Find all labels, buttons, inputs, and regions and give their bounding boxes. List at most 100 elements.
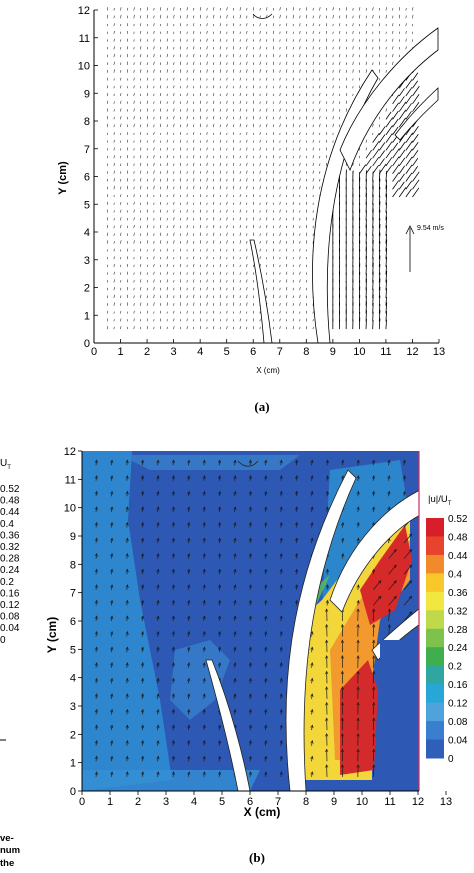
panel-b-vector-head [156,677,160,682]
panel-b-vector [419,612,427,621]
panel-b-vector-head [310,677,314,682]
panel-b-vector-head [110,521,114,526]
panel-a-vector [379,46,381,50]
panel-a-vector [279,318,281,322]
panel-a-y-tick-label: 7 [84,144,90,156]
panel-a-vector [372,14,374,19]
fragment-legend-value: 0 [0,635,6,646]
panel-a-vector [405,188,412,198]
panel-b-vector [126,678,128,684]
panel-a-vector [206,38,208,42]
panel-a-vector [378,295,381,306]
panel-a-vector [226,14,228,19]
panel-b-vector-head [110,475,114,479]
panel-a-vector [252,209,254,213]
panel-a-vector [398,173,405,182]
panel-a-vector [246,294,248,299]
colorbar-swatch [426,554,444,574]
panel-b-vector [280,709,282,715]
panel-b-vector-head [110,568,114,573]
panel-b-vector-head [217,740,222,744]
panel-b-vector [265,740,267,746]
panel-a-vector [378,195,381,205]
panel-a-vector [286,185,288,190]
panel-b-vector-head [356,475,360,479]
panel-b-vector [111,740,113,746]
panel-b-vector [311,678,313,684]
panel-b-vector [172,771,175,777]
panel-a-vector [146,123,148,128]
panel-b-vector-head [110,693,114,697]
panel-a-vector [332,93,334,97]
panel-b-vector-head [125,599,129,604]
panel-a-vector [385,141,393,151]
panel-a-vector [206,170,208,174]
panel-b-vector-head [264,771,268,775]
panel-a-vector [405,156,413,167]
panel-b-vector [188,522,190,528]
panel-a-y-tick-label: 11 [79,33,90,45]
panel-a-vector [372,280,374,291]
panel-a-vector [133,318,135,322]
panel-b-vector-head [233,646,237,651]
panel-a-vector [252,108,255,112]
panel-a-vector [246,147,248,151]
panel-b-vector-head [156,459,160,464]
panel-b-vector [357,460,359,466]
panel-b-blades [205,460,419,791]
panel-b-vector-head [94,568,98,573]
panel-a-vector [126,287,128,291]
panel-a-vector [339,30,341,34]
panel-b-vector [141,740,144,746]
panel-b-vector-head [171,584,175,588]
panel-b-vector-head [387,623,391,628]
panel-a-vector [160,217,162,221]
panel-a-vector [193,53,195,58]
panel-a-vector [160,93,162,97]
panel-a-vector [113,53,115,58]
panel-a-vector [193,264,195,268]
panel-b-vector [157,538,159,544]
panel-a-vector [359,7,361,11]
panel-a-vector [312,185,314,190]
panel-a-vector [412,142,419,151]
panel-b-vector [372,580,382,591]
panel-a-vector [166,302,168,306]
panel-a-vector [120,14,122,19]
panel-b-vector [419,627,427,636]
panel-a-vector [299,302,301,306]
panel-a-vector [319,116,321,120]
panel-a-vector [385,233,388,244]
panel-b-vector-head [125,755,129,760]
panel-b-vector-head [217,459,222,464]
panel-a-vector [233,302,235,306]
panel-a-vector [272,30,274,34]
panel-b-x-tick-label: 11 [384,796,395,808]
panel-b-vector-head [356,717,360,721]
panel-a-vector [113,271,115,275]
colorbar-level-label: 0.32 [448,606,468,617]
panel-a-vector [213,318,215,322]
panel-a-vector [113,302,115,306]
panel-b-contour-red-lower [340,660,378,775]
panel-a-vector [133,232,135,236]
panel-b-vector [403,460,406,466]
panel-b-vector [372,595,382,606]
panel-b-vector [403,564,412,575]
panel-b-vector-head [264,506,268,510]
panel-b-vector-head [156,646,160,651]
panel-a-vector [153,287,155,291]
panel-b-y-tick-label: 7 [70,588,76,600]
panel-a-vector [239,14,241,19]
panel-a-vector [107,209,109,213]
panel-a-vector [126,302,129,306]
panel-b-vector-head [356,599,360,604]
panel-b-vector [295,569,298,575]
panel-a-vector [166,147,168,151]
panel-a-vector [312,155,314,159]
panel-b-vector-head [202,521,206,526]
panel-b-vector-head [217,724,222,729]
panel-b-vector [172,662,175,668]
panel-a-vector [180,147,182,151]
